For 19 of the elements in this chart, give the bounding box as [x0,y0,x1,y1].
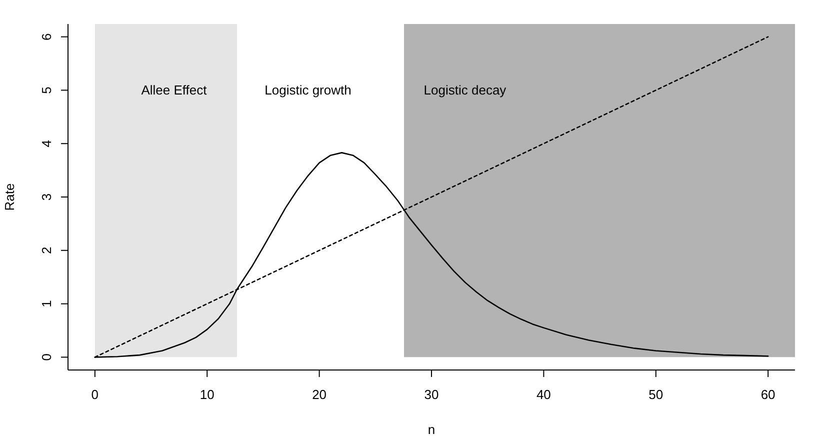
x-axis-title: n [428,422,436,437]
y-tick-label: 4 [39,140,54,148]
y-tick-label: 6 [39,33,54,40]
annotation: Allee Effect [141,82,207,98]
y-axis-title: Rate [2,183,17,211]
x-tick-label: 10 [200,387,214,402]
x-tick-label: 0 [91,387,99,402]
y-tick-label: 3 [39,193,54,201]
y-tick-label: 0 [39,354,54,361]
y-tick-label: 2 [39,246,54,254]
x-tick-label: 40 [536,387,551,402]
y-tick-label: 1 [39,300,54,308]
x-tick-label: 60 [760,387,776,402]
x-tick-label: 20 [312,387,327,402]
x-tick-label: 50 [648,387,664,402]
annotation: Logistic growth [264,82,352,98]
y-tick-label: 5 [39,86,54,94]
x-tick-label: 30 [424,387,439,402]
annotation: Logistic decay [424,82,506,98]
